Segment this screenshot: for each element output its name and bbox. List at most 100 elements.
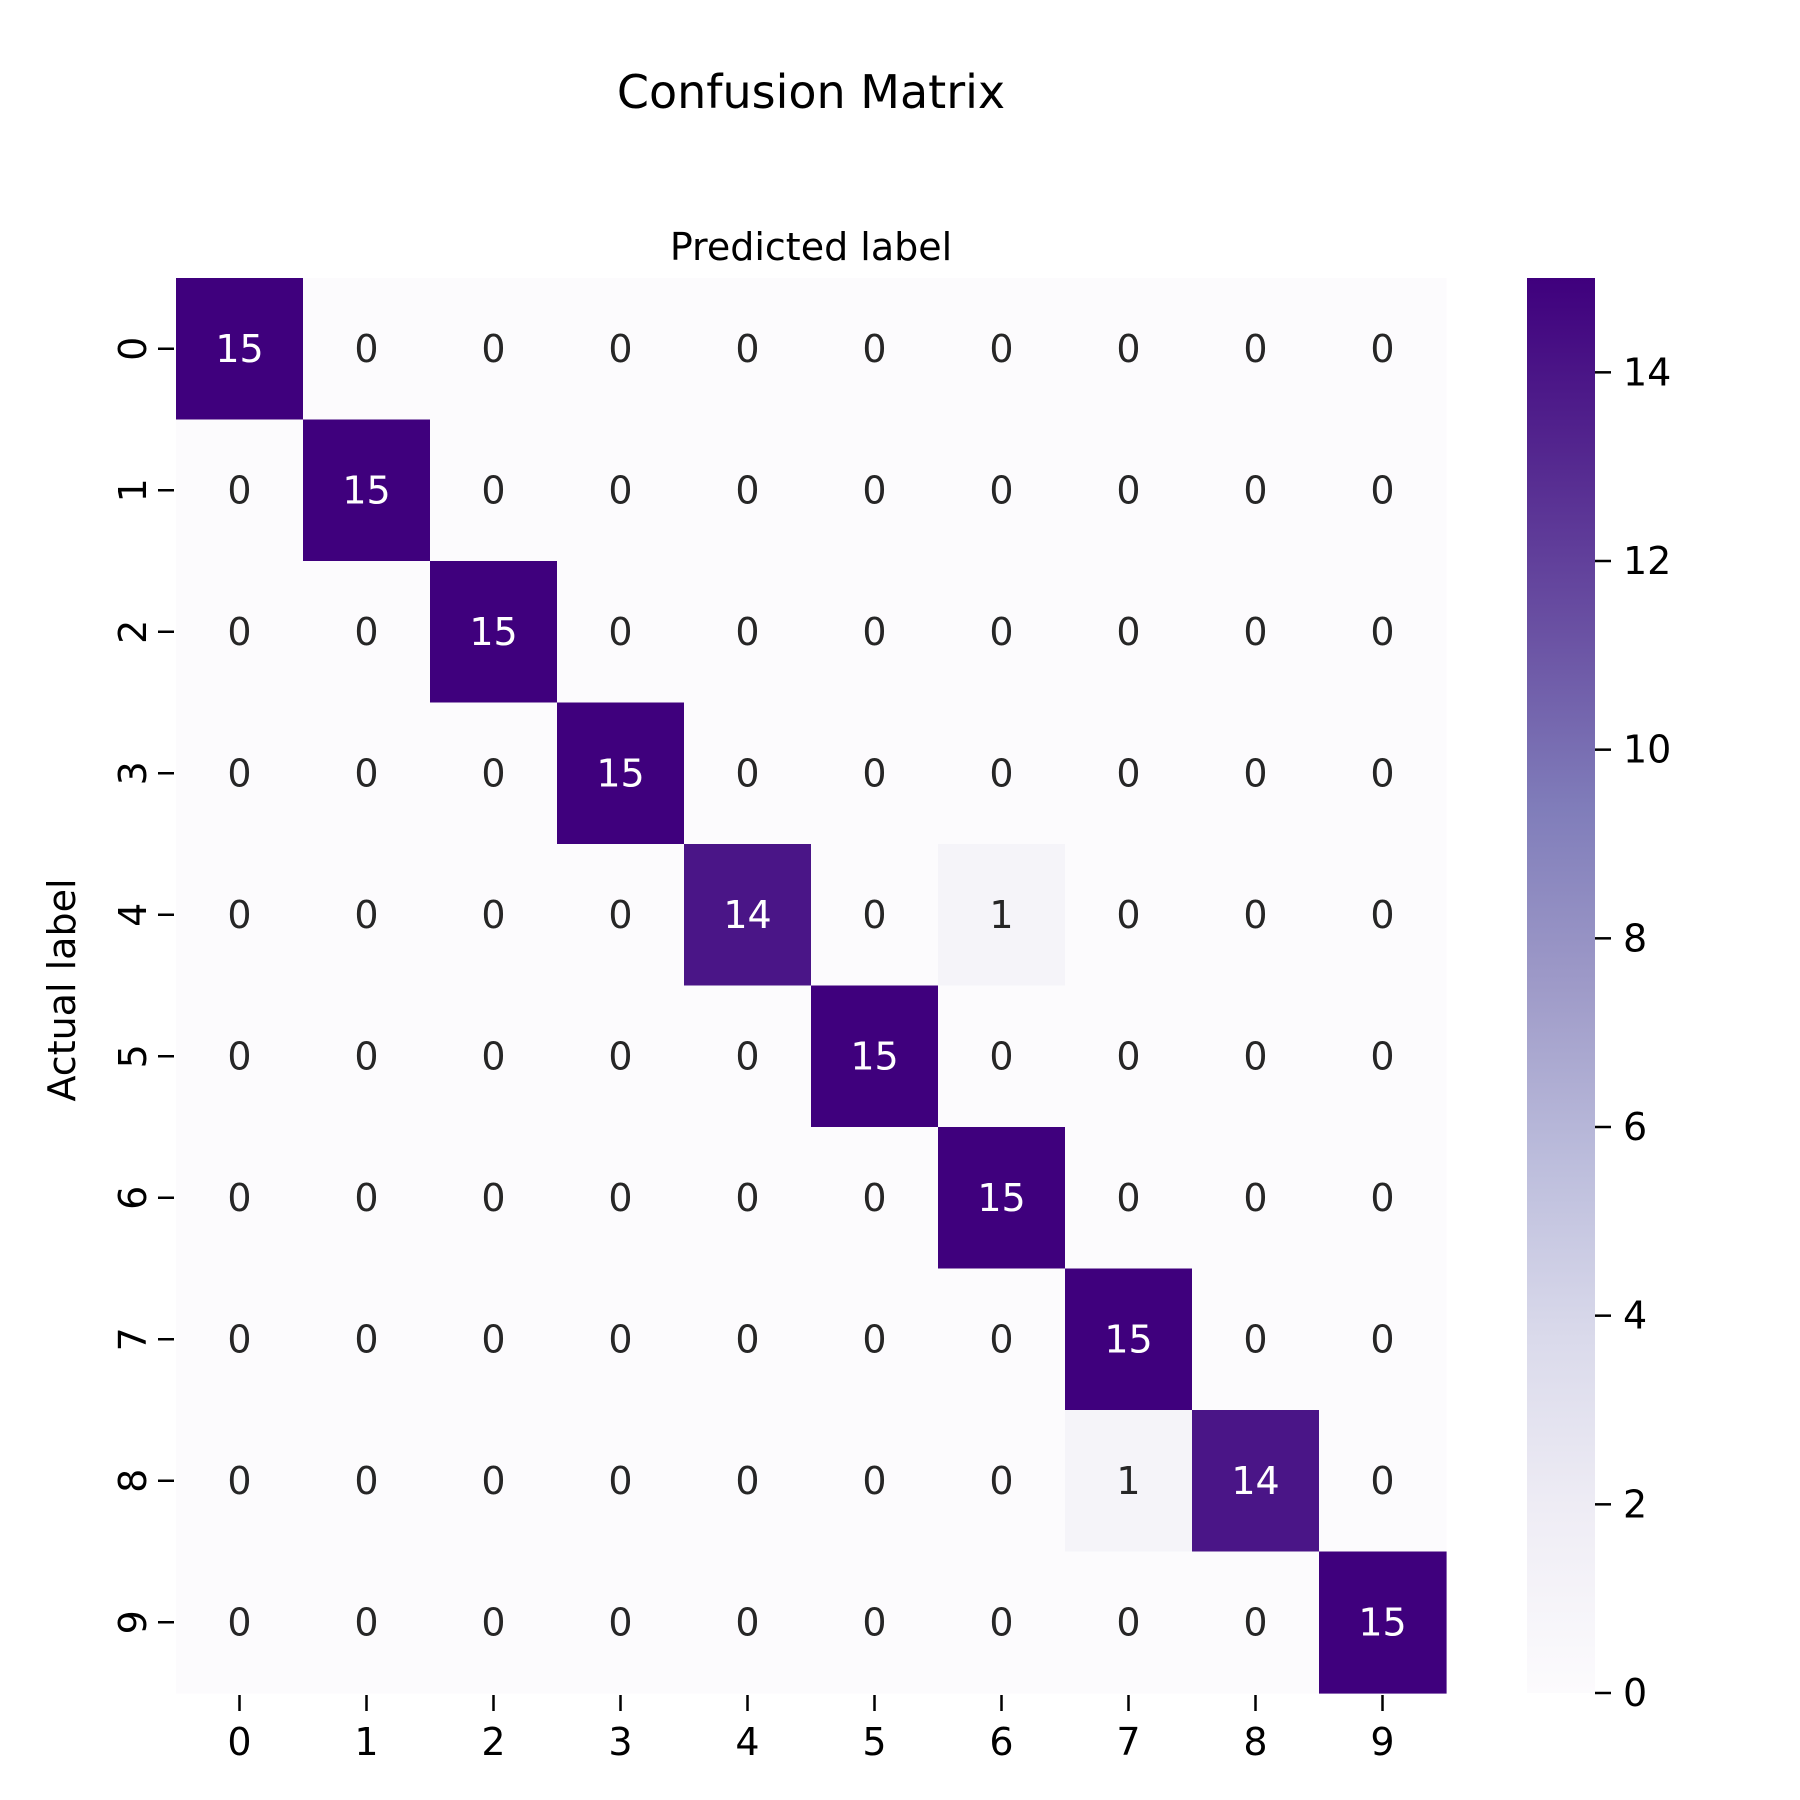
heatmap-cell (1065, 419, 1193, 562)
heatmap-cell (430, 844, 558, 987)
heatmap-cell (811, 278, 939, 421)
heatmap-cell (811, 702, 939, 845)
cell-value-label: 0 (862, 610, 886, 654)
y-tick-label: 6 (111, 1186, 155, 1210)
heatmap-cell (938, 1127, 1066, 1270)
cell-value-label: 0 (735, 1176, 759, 1220)
cell-value-label: 0 (862, 1317, 886, 1361)
cell-value-label: 0 (227, 751, 251, 795)
heatmap-cell (1065, 1268, 1193, 1411)
cell-value-label: 0 (481, 1317, 505, 1361)
heatmap-cell (1192, 702, 1320, 845)
heatmap-cell (176, 844, 304, 987)
x-tick-label: 6 (989, 1720, 1013, 1764)
cell-value-label: 0 (862, 1459, 886, 1503)
heatmap-cell (303, 844, 431, 987)
heatmap-cells: 15 0 0 0 0 0 0 0 0 0 0 15 0 0 0 0 0 0 0 0 0 0 15 0 0 0 0 0 0 0 0 0 0 15 0 0… (176, 278, 1447, 1694)
heatmap-cell (938, 985, 1066, 1128)
cell-value-label: 0 (1243, 468, 1267, 512)
heatmap-cell (938, 419, 1066, 562)
cell-value-label: 0 (354, 1317, 378, 1361)
cell-value-label: 0 (608, 1600, 632, 1644)
heatmap-cell (303, 419, 431, 562)
cell-value-label: 0 (1116, 468, 1140, 512)
heatmap-cell (303, 702, 431, 845)
heatmap-cell (303, 1410, 431, 1553)
cell-value-label: 0 (989, 610, 1013, 654)
cell-value-label: 0 (1116, 1176, 1140, 1220)
cell-value-label: 0 (989, 1034, 1013, 1078)
heatmap-cell (303, 278, 431, 421)
cell-value-label: 0 (354, 327, 378, 371)
cell-value-label: 0 (354, 1176, 378, 1220)
colorbar-tick-label: 8 (1623, 916, 1647, 960)
heatmap-cell (1319, 1410, 1447, 1553)
cell-value-label: 0 (735, 1034, 759, 1078)
heatmap-cell (1065, 844, 1193, 987)
cell-value-label: 0 (1243, 327, 1267, 371)
heatmap-cell (303, 1551, 431, 1694)
heatmap-cell (1319, 1551, 1447, 1694)
heatmap-cell (1065, 1127, 1193, 1270)
heatmap-cell (430, 561, 558, 704)
cell-value-label: 1 (989, 893, 1013, 937)
cell-value-label: 0 (1243, 1176, 1267, 1220)
heatmap-cell (1319, 985, 1447, 1128)
heatmap-cell (557, 419, 685, 562)
heatmap-cell (938, 1268, 1066, 1411)
cell-value-label: 0 (1116, 893, 1140, 937)
cell-value-label: 0 (1370, 468, 1394, 512)
heatmap-cell (811, 985, 939, 1128)
cell-value-label: 0 (354, 751, 378, 795)
cell-value-label: 0 (354, 893, 378, 937)
cell-value-label: 0 (1243, 1034, 1267, 1078)
heatmap-cell (303, 985, 431, 1128)
colorbar-tick-label: 14 (1623, 350, 1671, 394)
x-axis-label: Predicted label (670, 225, 952, 269)
cell-value-label: 0 (989, 327, 1013, 371)
x-axis-ticks: 0 1 2 3 4 5 6 7 8 9 (227, 1695, 1395, 1764)
heatmap-cell (1319, 702, 1447, 845)
heatmap-cell (1065, 278, 1193, 421)
cell-value-label: 15 (850, 1034, 898, 1078)
heatmap-cell (1065, 702, 1193, 845)
x-tick-label: 0 (227, 1720, 251, 1764)
colorbar: 0 2 4 6 8 10 12 14 (1527, 278, 1671, 1715)
cell-value-label: 0 (1116, 751, 1140, 795)
cell-value-label: 0 (735, 751, 759, 795)
cell-value-label: 0 (1243, 1600, 1267, 1644)
heatmap-cell (938, 1410, 1066, 1553)
heatmap-cell (1319, 561, 1447, 704)
heatmap-cell (684, 1127, 812, 1270)
cell-value-label: 0 (735, 1459, 759, 1503)
heatmap-cell (430, 1551, 558, 1694)
heatmap-cell (1319, 419, 1447, 562)
cell-value-label: 0 (1243, 610, 1267, 654)
cell-value-label: 0 (481, 893, 505, 937)
cell-value-label: 15 (215, 327, 263, 371)
cell-value-label: 0 (1370, 1034, 1394, 1078)
cell-value-label: 0 (608, 893, 632, 937)
heatmap-cell (557, 1410, 685, 1553)
cell-value-label: 0 (862, 327, 886, 371)
cell-value-label: 0 (1370, 893, 1394, 937)
heatmap-cell (430, 1410, 558, 1553)
heatmap-cell (684, 844, 812, 987)
colorbar-tick-label: 2 (1623, 1482, 1647, 1526)
cell-value-label: 0 (354, 1600, 378, 1644)
cell-value-label: 0 (989, 468, 1013, 512)
cell-value-label: 15 (977, 1176, 1025, 1220)
cell-value-label: 15 (596, 751, 644, 795)
cell-value-label: 0 (481, 751, 505, 795)
cell-value-label: 0 (1370, 1317, 1394, 1361)
heatmap-cell (557, 1268, 685, 1411)
y-tick-label: 8 (111, 1469, 155, 1493)
cell-value-label: 0 (227, 893, 251, 937)
cell-value-label: 0 (227, 468, 251, 512)
heatmap-cell (938, 561, 1066, 704)
heatmap-cell (1319, 1268, 1447, 1411)
heatmap-cell (176, 702, 304, 845)
cell-value-label: 0 (608, 610, 632, 654)
heatmap-cell (557, 278, 685, 421)
cell-value-label: 0 (1116, 610, 1140, 654)
